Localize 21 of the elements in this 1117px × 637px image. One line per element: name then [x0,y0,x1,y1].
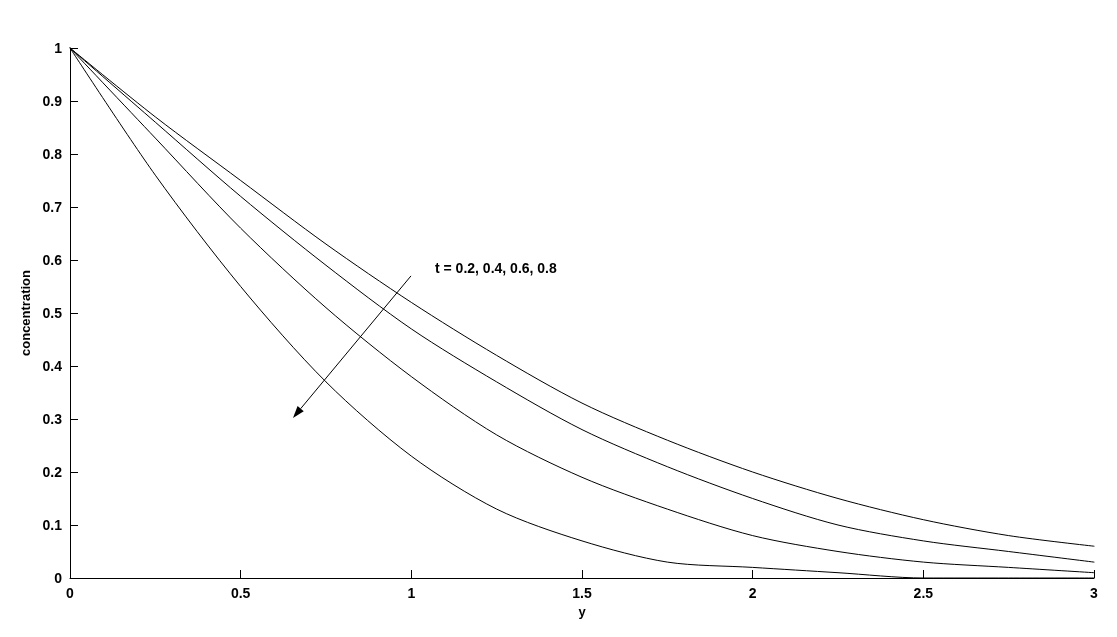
y-tick-label: 0.7 [42,199,63,215]
y-tick-label: 1 [54,40,63,56]
y-tick-label: 0.2 [42,464,63,480]
y-tick-label: 0.9 [42,93,63,109]
y-tick-label: 0 [54,570,63,586]
x-tick-label: 1.5 [572,585,592,601]
y-tick-label: 0.5 [42,305,63,321]
x-tick-label: 1 [407,585,416,601]
x-tick-label: 0 [66,585,75,601]
y-tick-label: 0.8 [42,146,63,162]
y-tick-label: 0.6 [42,252,63,268]
x-tick-label: 2 [748,585,757,601]
x-tick-label: 3 [1090,585,1099,601]
x-tick-label: 0.5 [230,585,251,601]
annotation: t = 0.2, 0.4, 0.6, 0.8 [434,259,558,276]
y-tick-label: 0.1 [42,517,63,533]
x-tick-label: 2.5 [913,585,934,601]
y-tick-label: 0.3 [42,411,63,427]
y-axis-title: concentration [17,269,33,356]
y-tick-label: 0.4 [42,358,63,374]
x-axis-title: y [578,603,587,619]
